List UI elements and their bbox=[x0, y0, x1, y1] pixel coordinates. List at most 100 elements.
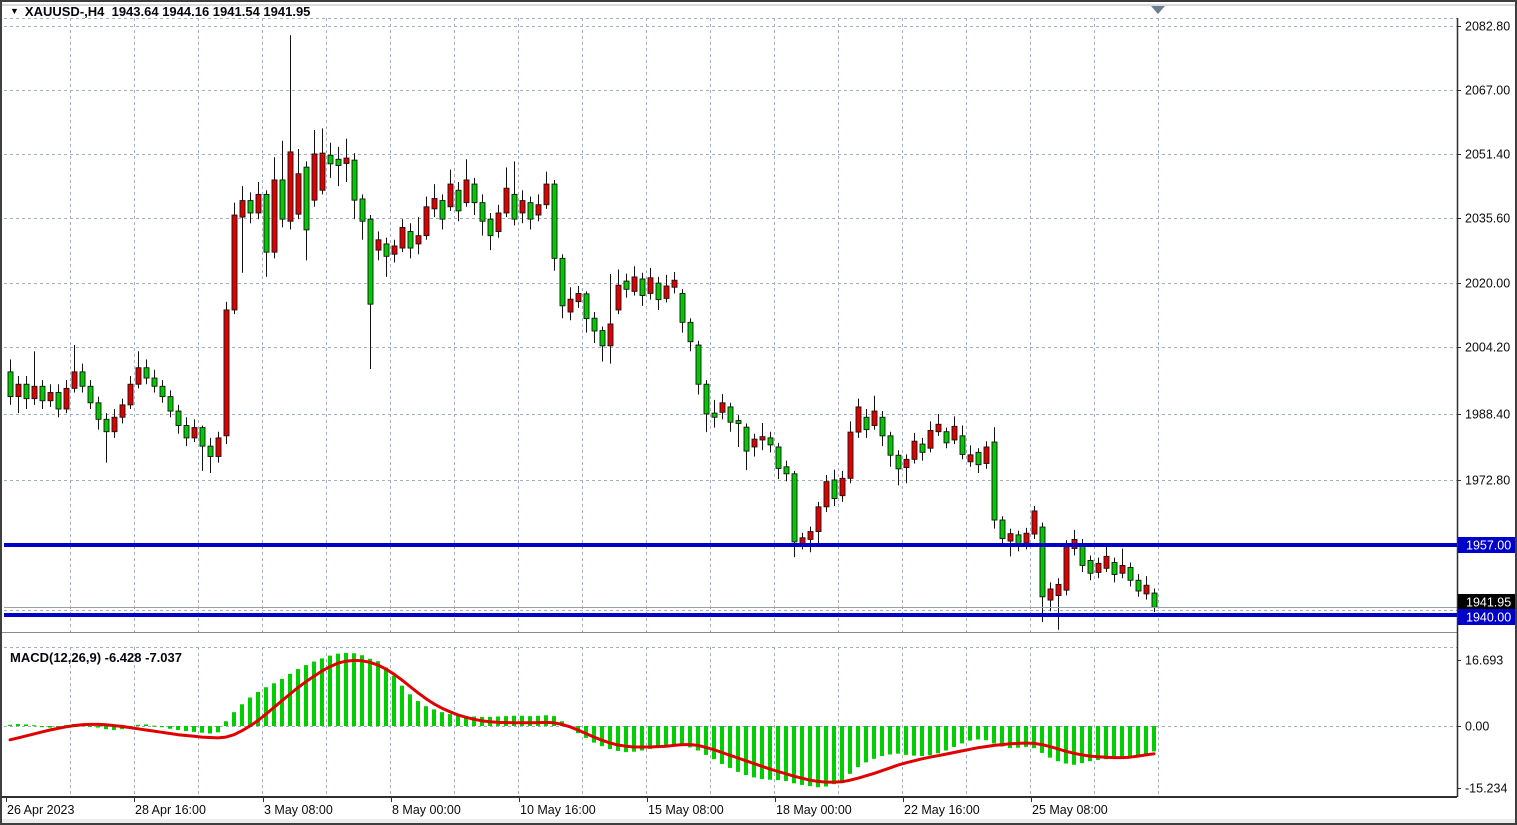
candle bbox=[383, 237, 390, 277]
macd-bar bbox=[456, 715, 460, 726]
macd-bar bbox=[960, 726, 964, 744]
candle bbox=[559, 254, 566, 319]
candle bbox=[1119, 548, 1126, 579]
candle bbox=[463, 159, 470, 207]
macd-bar bbox=[640, 726, 644, 751]
candle bbox=[1071, 529, 1078, 556]
macd-bar bbox=[360, 655, 364, 726]
chart-title-text: XAUUSD-,H4 1943.64 1944.16 1941.54 1941.… bbox=[24, 3, 311, 19]
candle bbox=[439, 194, 446, 230]
candle bbox=[191, 419, 198, 443]
macd-bar bbox=[800, 726, 804, 785]
candle bbox=[527, 196, 534, 230]
symbol-dropdown-icon[interactable]: ▼ bbox=[10, 6, 19, 16]
macd-bar bbox=[936, 726, 940, 754]
macd-bar bbox=[304, 665, 308, 726]
candle bbox=[1151, 588, 1158, 613]
candle bbox=[711, 399, 718, 428]
price-badge-support-1940: 1940.00 bbox=[1458, 609, 1515, 625]
macd-bar bbox=[160, 726, 164, 728]
macd-bar bbox=[552, 716, 556, 726]
macd-bar bbox=[240, 704, 244, 726]
candle bbox=[295, 148, 302, 220]
macd-bar bbox=[928, 726, 932, 756]
macd-bar bbox=[104, 726, 108, 730]
macd-bar bbox=[312, 661, 316, 726]
candle bbox=[407, 223, 414, 259]
macd-bar bbox=[544, 715, 548, 726]
candle bbox=[1135, 574, 1142, 597]
macd-bar bbox=[192, 726, 196, 732]
candle bbox=[783, 460, 790, 482]
macd-bar bbox=[344, 652, 348, 726]
macd-bar bbox=[376, 661, 380, 726]
macd-bar bbox=[768, 726, 772, 780]
time-axis-label: 10 May 16:00 bbox=[520, 803, 596, 817]
candle bbox=[63, 380, 70, 414]
time-axis-label: 8 May 00:00 bbox=[392, 803, 461, 817]
chart-shift-marker[interactable] bbox=[1151, 6, 1165, 14]
macd-bar bbox=[328, 655, 332, 726]
time-axis[interactable]: 26 Apr 2023 28 Apr 16:00 3 May 08:00 8 May … bbox=[6, 797, 1108, 817]
macd-bar bbox=[984, 726, 988, 741]
macd-bar bbox=[336, 653, 340, 726]
candle bbox=[255, 182, 262, 220]
candle bbox=[287, 35, 294, 230]
macd-bar bbox=[416, 701, 420, 726]
candle bbox=[103, 413, 110, 463]
svg-text:1940.00: 1940.00 bbox=[1466, 611, 1511, 625]
candle bbox=[495, 204, 502, 238]
macd-bar bbox=[688, 726, 692, 748]
candle bbox=[215, 431, 222, 463]
macd-bar bbox=[792, 726, 796, 784]
macd-bar bbox=[264, 687, 268, 726]
candle bbox=[1095, 557, 1102, 579]
macd-bar bbox=[808, 726, 812, 787]
candle bbox=[719, 394, 726, 420]
macd-bar bbox=[1144, 726, 1148, 754]
macd-bar bbox=[616, 726, 620, 751]
macd-bar bbox=[296, 669, 300, 726]
candle bbox=[991, 427, 998, 529]
candle bbox=[935, 413, 942, 436]
candle bbox=[431, 184, 438, 218]
macd-bar bbox=[744, 726, 748, 776]
macd-bar bbox=[848, 726, 852, 774]
candle bbox=[55, 384, 62, 418]
macd-bar bbox=[1096, 726, 1100, 761]
candle bbox=[647, 267, 654, 300]
candle bbox=[319, 128, 326, 195]
macd-bar bbox=[448, 714, 452, 726]
macd-bar bbox=[400, 685, 404, 726]
macd-bar bbox=[672, 726, 676, 746]
candle bbox=[263, 190, 270, 277]
price-axis[interactable]: 2082.80 2067.00 2051.40 2035.60 2020.00 2004.… bbox=[1457, 20, 1510, 796]
macd-bar bbox=[152, 725, 156, 727]
candle bbox=[343, 138, 350, 183]
macd-bar bbox=[32, 725, 36, 727]
macd-bar bbox=[696, 726, 700, 751]
candle bbox=[999, 516, 1006, 547]
macd-bar bbox=[200, 726, 204, 733]
candle bbox=[375, 231, 382, 261]
macd-bar bbox=[408, 694, 412, 726]
candle bbox=[687, 318, 694, 352]
candle bbox=[271, 157, 278, 259]
macd-bar bbox=[824, 726, 828, 787]
macd-bar bbox=[96, 726, 100, 728]
macd-bar bbox=[16, 724, 20, 726]
candle bbox=[335, 146, 342, 187]
candle bbox=[7, 359, 14, 405]
candle bbox=[1055, 578, 1062, 630]
macd-bar bbox=[288, 673, 292, 726]
macd-bar bbox=[392, 675, 396, 726]
candle bbox=[1031, 505, 1038, 540]
candle bbox=[479, 194, 486, 236]
candle bbox=[351, 153, 358, 220]
price-axis-label: 2020.00 bbox=[1465, 277, 1510, 291]
macd-bar bbox=[136, 724, 140, 726]
macd-bar bbox=[1088, 726, 1092, 762]
macd-bar bbox=[680, 726, 684, 746]
macd-bar bbox=[896, 726, 900, 754]
